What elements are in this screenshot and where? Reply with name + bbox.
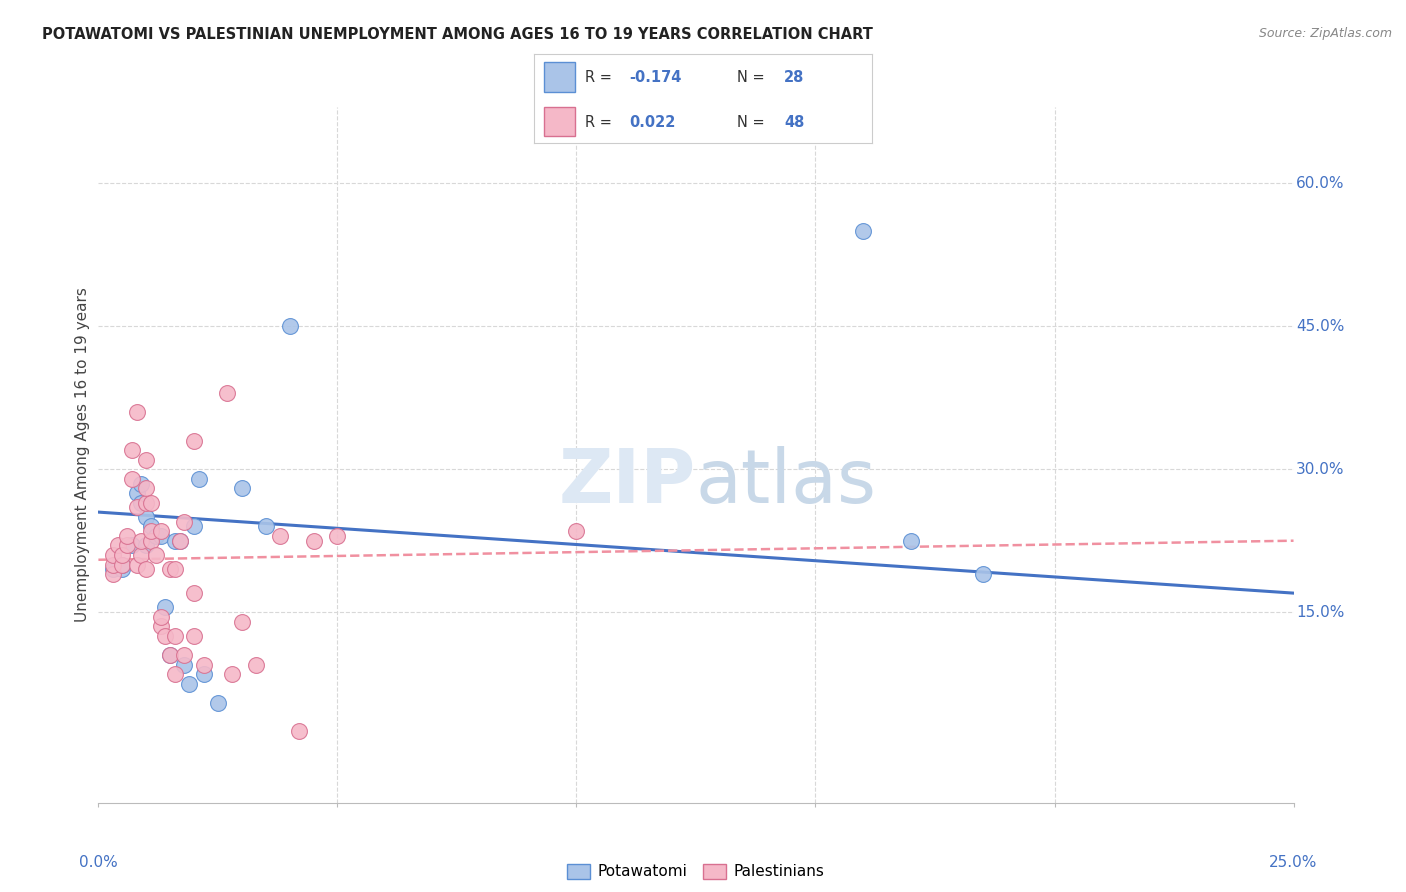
Text: 45.0%: 45.0% [1296, 318, 1344, 334]
Point [101, 567, 124, 582]
Point [135, 539, 157, 553]
Point [125, 486, 148, 500]
Point [183, 434, 205, 448]
Text: 25.0%: 25.0% [1270, 855, 1317, 871]
Text: 15.0%: 15.0% [1296, 605, 1344, 620]
Point [163, 629, 186, 643]
Point [565, 524, 588, 538]
Point [302, 533, 325, 548]
Point [121, 472, 143, 486]
Point [193, 667, 215, 681]
Point [121, 539, 143, 553]
Point [101, 558, 124, 572]
Point [159, 648, 181, 662]
Point [107, 539, 129, 553]
Point [139, 519, 162, 533]
Point [173, 515, 195, 529]
Point [139, 533, 162, 548]
Point [131, 533, 153, 548]
Text: ZIP: ZIP [558, 446, 696, 519]
Point [326, 529, 349, 543]
Point [159, 648, 181, 662]
Point [179, 676, 201, 690]
Point [131, 476, 153, 491]
Text: 60.0%: 60.0% [1296, 176, 1344, 191]
Point [254, 519, 277, 533]
Point [852, 224, 875, 238]
Text: 30.0%: 30.0% [1296, 462, 1344, 476]
Text: R =: R = [585, 115, 616, 129]
Point [139, 524, 162, 538]
Point [145, 548, 167, 562]
Point [121, 443, 143, 458]
Point [131, 495, 153, 509]
Point [163, 562, 186, 576]
Text: N =: N = [737, 70, 769, 85]
Point [111, 558, 134, 572]
FancyBboxPatch shape [544, 62, 575, 92]
Point [163, 533, 186, 548]
Point [207, 696, 229, 710]
Text: Source: ZipAtlas.com: Source: ZipAtlas.com [1258, 27, 1392, 40]
Point [101, 562, 124, 576]
Point [231, 615, 253, 629]
Point [278, 319, 301, 334]
Point [900, 533, 922, 548]
FancyBboxPatch shape [544, 107, 575, 136]
Point [111, 558, 134, 572]
Point [159, 562, 181, 576]
Text: -0.174: -0.174 [628, 70, 681, 85]
Point [155, 600, 177, 615]
Point [135, 481, 157, 495]
Text: atlas: atlas [696, 446, 877, 519]
Point [169, 533, 191, 548]
Point [111, 562, 134, 576]
Point [125, 558, 148, 572]
Point [149, 529, 172, 543]
Point [125, 500, 148, 515]
Text: R =: R = [585, 70, 616, 85]
Text: 28: 28 [785, 70, 804, 85]
Point [115, 529, 138, 543]
Y-axis label: Unemployment Among Ages 16 to 19 years: Unemployment Among Ages 16 to 19 years [75, 287, 90, 623]
Point [125, 405, 148, 419]
Point [135, 452, 157, 467]
Point [183, 586, 205, 600]
Point [288, 724, 311, 739]
Point [972, 567, 994, 582]
Point [183, 519, 205, 533]
Legend: Potawatomi, Palestinians: Potawatomi, Palestinians [561, 857, 831, 886]
Text: N =: N = [737, 115, 769, 129]
Point [169, 533, 191, 548]
Text: 48: 48 [785, 115, 804, 129]
Point [149, 619, 172, 633]
Point [269, 529, 291, 543]
Point [115, 539, 138, 553]
Point [135, 562, 157, 576]
Point [245, 657, 267, 672]
Point [155, 629, 177, 643]
Text: 0.0%: 0.0% [79, 855, 118, 871]
Point [187, 472, 209, 486]
Point [135, 495, 157, 509]
Point [101, 548, 124, 562]
Text: 0.022: 0.022 [628, 115, 675, 129]
Point [111, 548, 134, 562]
Point [135, 509, 157, 524]
Point [193, 657, 215, 672]
Point [221, 667, 243, 681]
Point [173, 657, 195, 672]
Point [173, 648, 195, 662]
Point [139, 495, 162, 509]
Point [217, 386, 239, 401]
Point [149, 610, 172, 624]
Point [183, 629, 205, 643]
Point [149, 524, 172, 538]
Point [163, 667, 186, 681]
Point [145, 529, 167, 543]
Point [231, 481, 253, 495]
Text: POTAWATOMI VS PALESTINIAN UNEMPLOYMENT AMONG AGES 16 TO 19 YEARS CORRELATION CHA: POTAWATOMI VS PALESTINIAN UNEMPLOYMENT A… [42, 27, 873, 42]
Point [131, 548, 153, 562]
